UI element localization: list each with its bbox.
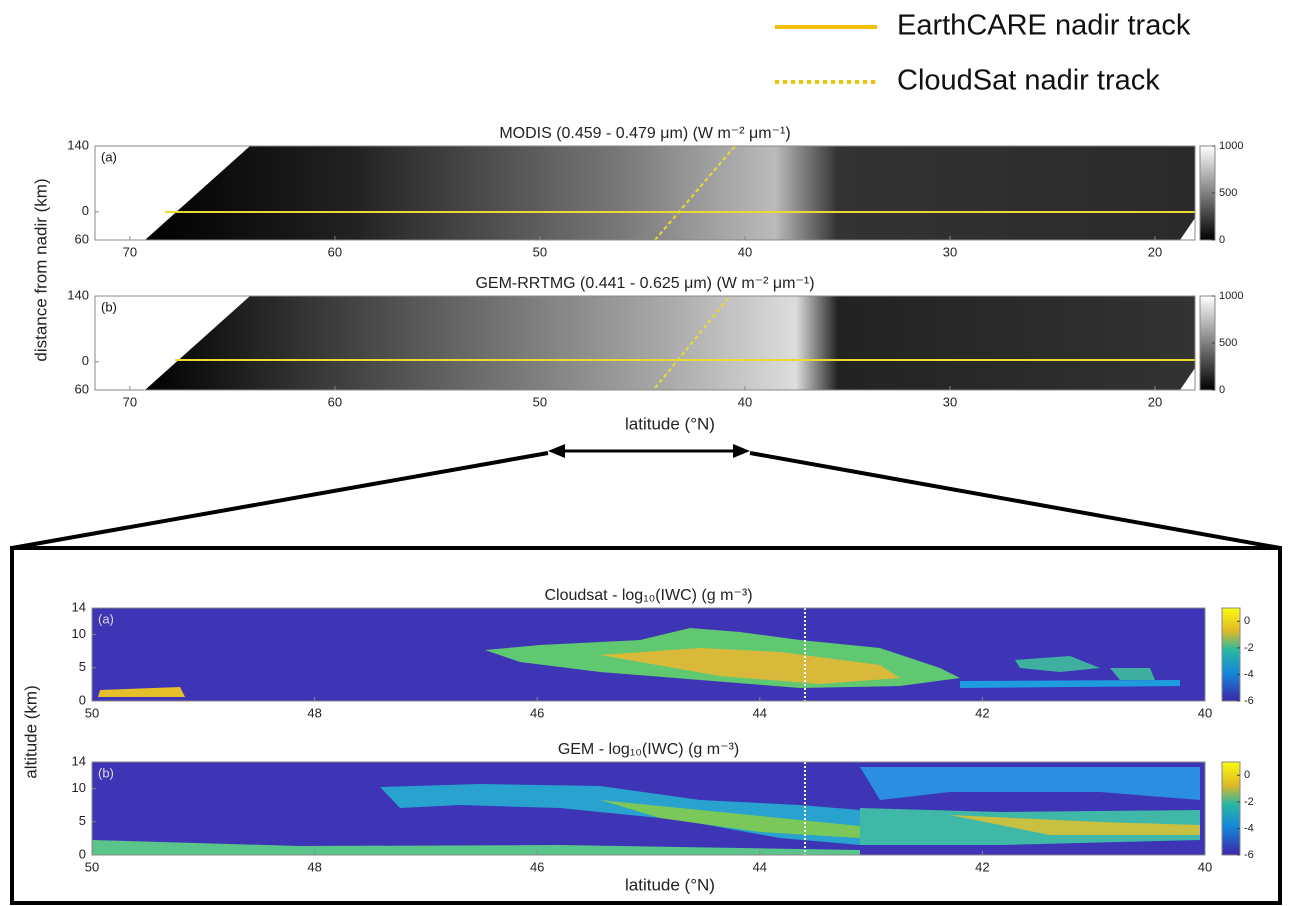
y-tick-label: 140 [67,137,89,152]
colorbar-label: -4 [1244,668,1254,680]
x-tick-label: 50 [533,244,547,259]
colorbar-label: 0 [1219,384,1225,396]
x-tick-label: 70 [123,244,137,259]
colorbar-label: 1000 [1219,140,1243,152]
x-axis-label: latitude (°N) [625,875,715,894]
x-tick-label: 40 [1198,859,1212,874]
colorbar [1222,762,1240,855]
y-tick-label: 5 [79,659,86,674]
x-tick-label: 70 [123,394,137,409]
y-tick-label: 0 [79,846,86,861]
x-tick-label: 20 [1148,244,1162,259]
x-tick-label: 40 [738,394,752,409]
colorbar [1222,608,1240,701]
colorbar-label: -6 [1244,849,1254,861]
x-tick-label: 42 [975,705,989,720]
page: EarthCARE nadir track CloudSat nadir tra… [0,0,1289,906]
x-tick-label: 20 [1148,394,1162,409]
colorbar-label: 500 [1219,187,1237,199]
x-tick-label: 48 [307,705,321,720]
y-tick-label: 10 [72,780,86,795]
colorbar-label: 0 [1244,769,1250,781]
y-tick-label: 0 [79,692,86,707]
zoom-line [750,453,1280,548]
panel-title: MODIS (0.459 - 0.479 μm) (W m⁻² μm⁻¹) [499,125,790,142]
satellite-image [145,146,1195,240]
y-tick-label: 0 [82,353,89,368]
x-tick-label: 42 [975,859,989,874]
colorbar-label: 0 [1219,234,1225,246]
panel-label: (a) [98,611,114,626]
x-tick-label: 40 [738,244,752,259]
y-tick-label: 10 [72,626,86,641]
colorbar-label: 1000 [1219,290,1243,302]
arrow-head [548,444,565,458]
y-tick-label: 60 [75,381,89,396]
x-tick-label: 60 [328,394,342,409]
panel-title: GEM - log₁₀(IWC) (g m⁻³) [558,741,739,758]
colorbar-label: -2 [1244,642,1254,654]
colorbar-label: -4 [1244,822,1254,834]
x-tick-label: 30 [943,394,957,409]
x-tick-label: 50 [85,859,99,874]
x-axis-label: latitude (°N) [625,414,715,433]
y-tick-label: 0 [82,203,89,218]
x-tick-label: 40 [1198,705,1212,720]
x-tick-label: 50 [533,394,547,409]
x-tick-label: 46 [530,705,544,720]
y-axis-label: altitude (km) [21,685,40,779]
x-tick-label: 46 [530,859,544,874]
x-tick-label: 48 [307,859,321,874]
y-tick-label: 14 [72,753,86,768]
panel-label: (b) [101,299,117,314]
legend-label: CloudSat nadir track [897,65,1160,97]
legend-label: EarthCARE nadir track [897,10,1191,42]
y-tick-label: 5 [79,813,86,828]
colorbar-label: -2 [1244,796,1254,808]
panel-title: Cloudsat - log₁₀(IWC) (g m⁻³) [544,587,752,604]
x-tick-label: 50 [85,705,99,720]
x-tick-label: 30 [943,244,957,259]
figure: EarthCARE nadir track CloudSat nadir tra… [0,0,1289,906]
panel-title: GEM-RRTMG (0.441 - 0.625 μm) (W m⁻² μm⁻¹… [475,275,814,292]
colorbar-label: 500 [1219,337,1237,349]
panel-label: (a) [101,149,117,164]
colorbar-label: 0 [1244,615,1250,627]
y-tick-label: 140 [67,287,89,302]
arrow-head [733,444,750,458]
x-tick-label: 44 [753,705,767,720]
x-tick-label: 44 [753,859,767,874]
y-tick-label: 60 [75,231,89,246]
panel-label: (b) [98,765,114,780]
y-axis-label: distance from nadir (km) [31,178,50,361]
x-tick-label: 60 [328,244,342,259]
y-tick-label: 14 [72,599,86,614]
model-image [145,296,1195,390]
zoom-line [12,453,548,548]
colorbar-label: -6 [1244,695,1254,707]
